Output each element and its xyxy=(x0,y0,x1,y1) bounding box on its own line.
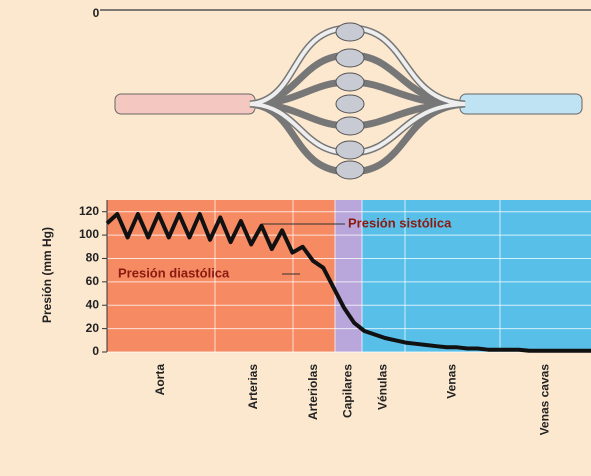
x-tick-label: Aorta xyxy=(153,364,167,396)
diagram-label: 0 xyxy=(93,6,100,20)
chart: 0 Aorta Arterias Arteriolas Capilares Vénula… xyxy=(0,0,591,476)
vein-tube xyxy=(460,94,582,114)
annotation: Presión sistólica xyxy=(348,215,452,230)
artery-tube xyxy=(115,94,255,114)
x-tick-label: Venas cavas xyxy=(538,364,552,436)
y-tick-label: 60 xyxy=(86,274,100,288)
x-tick-label: Arteriolas xyxy=(306,364,320,420)
x-tick-label: Venas xyxy=(445,364,459,399)
x-tick-label: Vénulas xyxy=(376,364,390,410)
y-tick-label: 120 xyxy=(79,204,99,218)
y-tick-label: 40 xyxy=(86,297,100,311)
annotation: Presión diastólica xyxy=(118,265,230,280)
y-tick-label: 100 xyxy=(79,227,99,241)
x-tick-label: Arterias xyxy=(246,364,260,410)
plot: Aorta Arterias Arteriolas Capilares Vénulas V… xyxy=(79,200,591,435)
y-tick-label: 20 xyxy=(86,321,100,335)
vessel-diagram: 0 xyxy=(93,6,591,179)
x-tick-label: Capilares xyxy=(341,364,355,418)
capillary-beds xyxy=(336,23,364,179)
y-axis-label: Presión (mm Hg) xyxy=(40,227,54,323)
region xyxy=(500,200,591,352)
y-tick-label: 80 xyxy=(86,251,100,265)
y-tick-label: 0 xyxy=(92,344,99,358)
page: 0 Aorta Arterias Arteriolas Capilares Vénula… xyxy=(0,0,591,476)
